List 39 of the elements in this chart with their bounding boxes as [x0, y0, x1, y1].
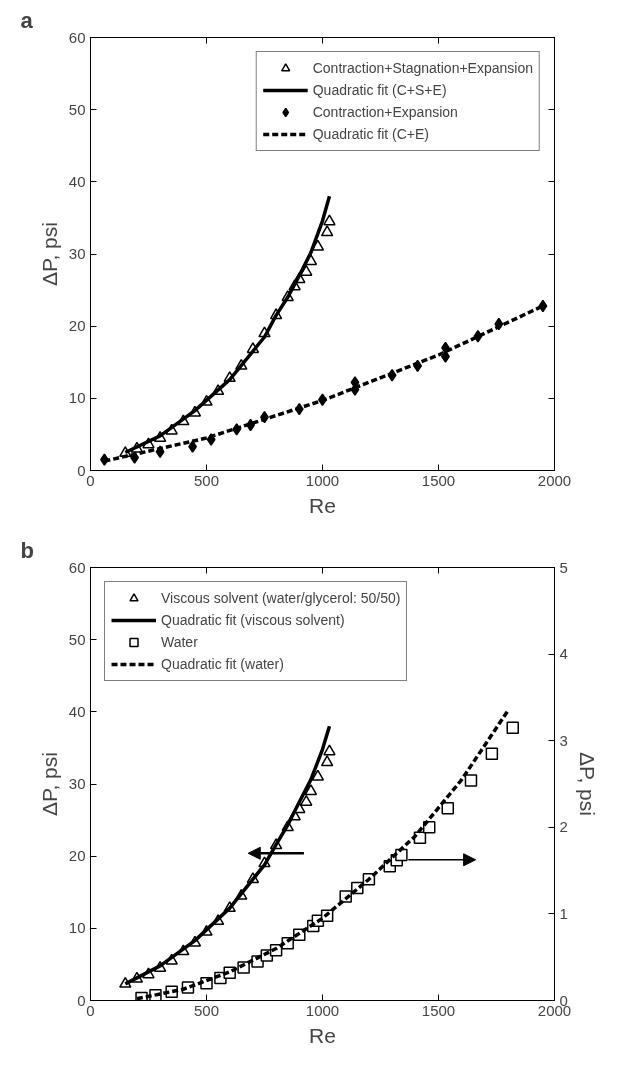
y-tick-label: 60: [68, 28, 86, 46]
y-tick-label: 30: [68, 775, 86, 792]
y-tick-label: 20: [68, 847, 86, 865]
y-tick-label: 40: [68, 172, 86, 190]
y-tick-label: 50: [68, 100, 86, 118]
x-tick-label: 1500: [421, 471, 456, 489]
x-tick-label: 1000: [305, 1001, 340, 1019]
y-tick-label: 40: [68, 702, 86, 720]
y2-tick-label: 3: [559, 731, 568, 749]
y2-tick-label: 1: [559, 904, 568, 922]
y-tick-label: 30: [68, 245, 86, 262]
legend-label: Water: [161, 634, 198, 650]
y-tick-label: 60: [68, 558, 86, 576]
y-axis-title: ΔP, psi: [37, 222, 61, 286]
chart-title: b: [20, 537, 34, 563]
y-tick-label: 20: [68, 317, 86, 335]
y2-axis-title: ΔP, psi: [575, 752, 599, 816]
legend-label: Contraction+Expansion: [312, 104, 458, 120]
x-tick-label: 1000: [305, 471, 340, 489]
y2-tick-label: 2: [559, 818, 568, 836]
y2-tick-label: 4: [559, 645, 568, 663]
legend-label: Quadratic fit (C+E): [312, 126, 430, 142]
y2-tick-label: 5: [559, 558, 568, 576]
x-axis-title: Re: [309, 493, 336, 517]
legend-label: Quadratic fit (water): [161, 656, 284, 672]
x-tick-label: 500: [193, 471, 220, 489]
chart-title: a: [20, 7, 34, 33]
x-tick-label: 2000: [537, 471, 572, 489]
x-axis-title: Re: [309, 1023, 336, 1047]
y-tick-label: 10: [68, 919, 86, 937]
y-tick-label: 10: [68, 389, 86, 407]
legend-label: Contraction+Stagnation+Expansion: [312, 60, 533, 76]
legend-label: Viscous solvent (water/glycerol: 50/50): [161, 590, 401, 606]
legend-label: Quadratic fit (C+S+E): [312, 82, 447, 98]
y-axis-title: ΔP, psi: [37, 752, 61, 816]
x-tick-label: 500: [193, 1001, 220, 1019]
y-tick-label: 50: [68, 630, 86, 648]
legend-label: Quadratic fit (viscous solvent): [161, 612, 345, 628]
x-tick-label: 1500: [421, 1001, 456, 1019]
